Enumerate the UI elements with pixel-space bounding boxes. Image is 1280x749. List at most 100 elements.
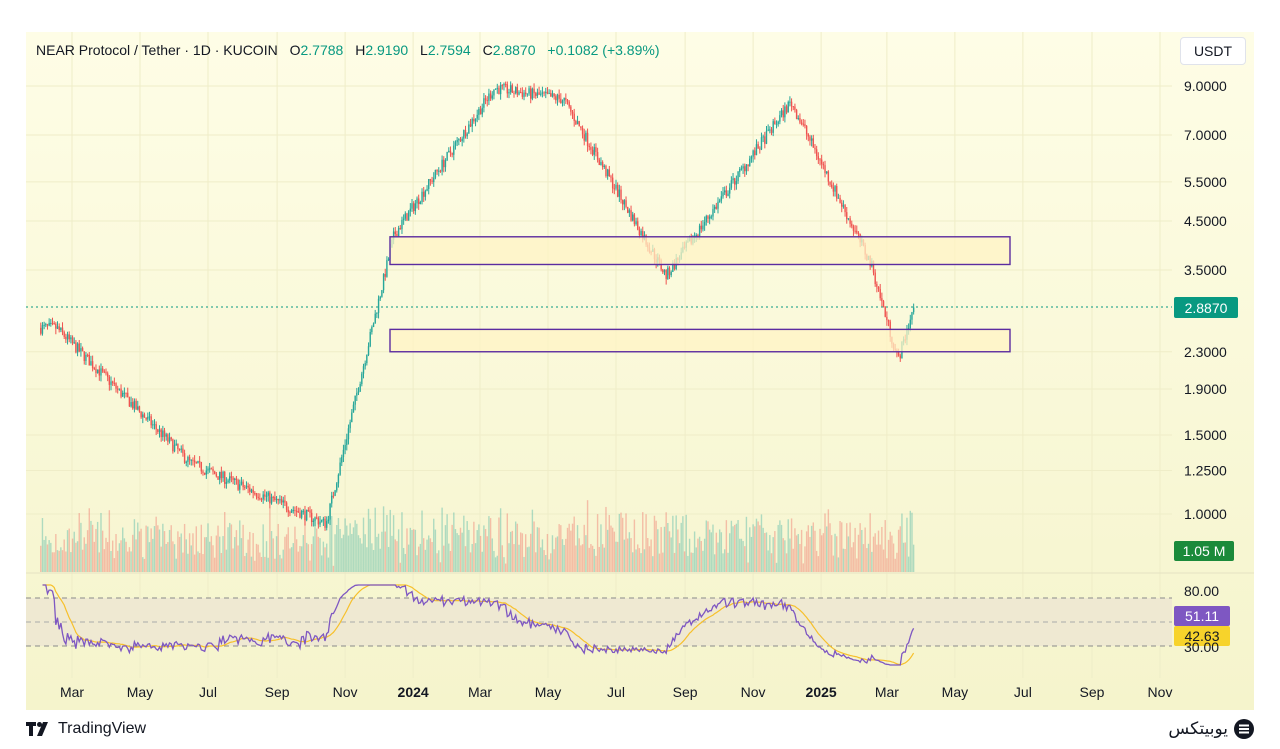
volume-bar	[162, 523, 164, 572]
time-tick-label: May	[942, 684, 968, 700]
candle-body	[807, 134, 809, 137]
volume-bar	[379, 548, 381, 572]
candle-body	[272, 496, 274, 498]
volume-bar	[459, 527, 462, 572]
volume-bar	[757, 521, 759, 572]
volume-bar	[53, 552, 55, 572]
candle-body	[43, 324, 45, 326]
candle-body	[616, 184, 619, 197]
volume-bar	[195, 526, 197, 572]
volume-bar	[762, 527, 764, 572]
volume-bar	[428, 535, 430, 572]
volume-bar	[98, 552, 101, 572]
upper-zone[interactable]	[389, 236, 1011, 266]
candle-body	[509, 85, 512, 93]
volume-bar	[725, 520, 728, 572]
candle-body	[632, 214, 634, 221]
candle-body	[217, 476, 219, 480]
volume-bar	[200, 524, 203, 572]
volume-bar	[663, 526, 666, 572]
volume-bar	[431, 542, 433, 572]
candle-body	[765, 130, 768, 144]
candle-body	[600, 162, 602, 165]
volume-bar	[702, 550, 704, 572]
volume-bar	[314, 519, 316, 572]
volume-bar	[407, 544, 410, 572]
candle-body	[832, 186, 835, 192]
currency-button[interactable]: USDT	[1180, 37, 1246, 65]
volume-bar	[683, 551, 686, 572]
volume-bar	[120, 540, 122, 572]
candle-body	[672, 262, 674, 272]
volume-bar	[262, 524, 264, 572]
volume-bar	[596, 514, 599, 572]
candle-body	[274, 496, 276, 501]
tradingview-brand[interactable]: TradingView	[26, 716, 146, 742]
volume-bar	[310, 544, 313, 572]
volume-bar	[672, 515, 674, 572]
volume-bar	[546, 534, 549, 572]
volume-bar	[359, 538, 361, 572]
volume-bar	[586, 500, 589, 572]
candle-body	[113, 382, 116, 384]
candle-body	[242, 481, 244, 488]
volume-bar	[443, 545, 445, 572]
volume-bar	[342, 534, 345, 572]
volume-bar	[700, 541, 702, 572]
candle-body	[417, 198, 420, 205]
volume-bar	[774, 531, 776, 572]
candle-body	[319, 521, 321, 525]
candle-body	[327, 519, 330, 522]
ubitex-brand[interactable]: یوبیتکس	[1168, 716, 1254, 742]
price-tick-label: 1.0000	[1184, 506, 1227, 522]
volume-bar	[132, 534, 134, 572]
candle-body	[76, 343, 79, 353]
volume-bar	[270, 531, 273, 572]
volume-bar	[446, 514, 448, 572]
volume-bar	[289, 548, 291, 572]
candle-body	[583, 134, 585, 141]
volume-bar	[277, 523, 279, 572]
volume-bar	[127, 551, 129, 572]
candle-body	[744, 166, 746, 172]
volume-bar	[239, 520, 241, 572]
volume-bar	[506, 513, 509, 572]
volume-bar	[837, 557, 840, 572]
volume-bar	[118, 543, 121, 572]
volume-bar	[605, 506, 607, 572]
candle-body	[819, 159, 821, 161]
volume-bar	[578, 538, 580, 572]
volume-bar	[463, 515, 465, 572]
candle-body	[575, 121, 577, 125]
ubitex-label: یوبیتکس	[1168, 719, 1228, 739]
volume-bar	[608, 514, 611, 572]
volume-bar	[466, 521, 468, 572]
candle-body	[703, 222, 706, 226]
candle-body	[185, 461, 187, 463]
candle-body	[872, 260, 875, 273]
candle-body	[438, 170, 440, 172]
candle-body	[406, 213, 408, 221]
candle-body	[856, 230, 858, 233]
candle-body	[106, 373, 109, 377]
volume-bar	[130, 551, 132, 572]
volume-bar	[555, 537, 557, 572]
volume-bar	[525, 534, 527, 572]
volume-bar	[780, 524, 783, 572]
volume-bar	[180, 533, 182, 572]
candle-body	[382, 274, 385, 291]
volume-bar	[235, 530, 238, 572]
candle-body	[125, 392, 127, 394]
candle-body	[545, 91, 547, 93]
volume-bar	[476, 530, 478, 572]
candle-body	[123, 392, 126, 394]
candle-body	[219, 471, 221, 480]
volume-bar	[76, 541, 79, 572]
candle-body	[60, 327, 62, 330]
volume-bar	[153, 526, 156, 572]
candle-body	[127, 392, 129, 398]
lower-zone[interactable]	[389, 328, 1011, 353]
volume-bar	[101, 530, 104, 572]
volume-bar	[799, 543, 801, 572]
